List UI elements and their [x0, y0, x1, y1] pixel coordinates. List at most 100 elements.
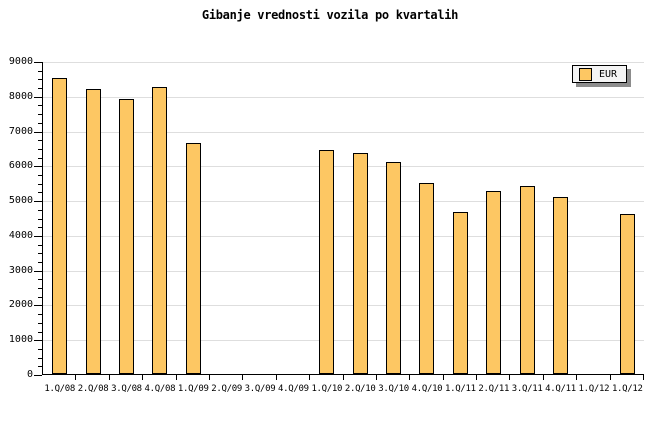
x-tick-label: 4.Q/08: [144, 384, 176, 394]
x-tick-label: 2.Q/10: [344, 384, 376, 394]
y-tick-label: 5000: [8, 195, 33, 207]
bar: [319, 150, 335, 374]
x-tick: [509, 375, 511, 380]
x-tick-label: 3.Q/11: [511, 384, 543, 394]
x-tick: [242, 375, 244, 380]
y-major-tick: [34, 340, 42, 342]
gridline: [43, 166, 644, 168]
x-tick: [576, 375, 578, 380]
y-tick-label: 6000: [8, 160, 33, 172]
x-tick: [309, 375, 311, 380]
y-major-tick: [34, 62, 42, 63]
gridline: [43, 270, 644, 272]
y-tick-label: 1000: [8, 334, 33, 346]
x-tick: [375, 375, 377, 380]
x-tick: [75, 375, 77, 380]
bar: [52, 78, 68, 374]
y-minor-tick: [38, 227, 42, 229]
y-minor-tick: [38, 183, 42, 185]
bar: [419, 183, 435, 374]
y-minor-tick: [38, 218, 42, 220]
x-tick-label: 4.Q/11: [545, 384, 576, 394]
y-tick-label: 2000: [8, 299, 33, 311]
gridline: [43, 340, 644, 342]
y-minor-tick: [38, 148, 42, 150]
bar: [185, 143, 201, 374]
x-tick-label: 3.Q/09: [244, 384, 276, 394]
bar: [553, 197, 569, 374]
y-major-tick: [34, 375, 42, 376]
y-minor-tick: [38, 209, 42, 211]
gridline: [43, 201, 644, 203]
y-major-tick: [34, 305, 42, 307]
legend-swatch: [579, 67, 592, 81]
y-minor-tick: [38, 244, 42, 246]
y-minor-tick: [38, 192, 42, 194]
y-minor-tick: [38, 114, 42, 116]
y-minor-tick: [38, 288, 42, 290]
y-minor-tick: [38, 331, 42, 333]
gridline: [43, 62, 644, 63]
y-tick-label: 4000: [8, 229, 33, 241]
y-major-tick: [34, 131, 42, 133]
x-tick-label: 2.Q/11: [478, 384, 510, 394]
plot-area: 0 1000 2000 3000 4000 5000 6000 7000 8000 9000 1.Q…: [9, 56, 644, 394]
legend: EUR: [572, 65, 628, 83]
x-tick-label: 1.Q/09: [177, 384, 209, 394]
x-tick-label: 4.Q/09: [278, 384, 309, 394]
x-tick: [409, 375, 411, 380]
x-tick-label: 3.Q/08: [111, 384, 142, 394]
gridline: [43, 96, 644, 98]
y-major-tick: [34, 166, 42, 168]
bar: [352, 153, 368, 374]
x-tick: [175, 375, 177, 380]
y-minor-tick: [38, 357, 42, 359]
y-tick-label: 8000: [8, 90, 33, 102]
y-major-tick: [34, 201, 42, 203]
y-tick-label: 9000: [8, 56, 33, 67]
y-tick-label: 3000: [8, 264, 33, 276]
x-tick: [542, 375, 544, 380]
x-tick-label: 1.Q/11: [444, 384, 476, 394]
y-minor-tick: [38, 348, 42, 350]
bar: [519, 186, 535, 374]
x-tick: [442, 375, 444, 380]
bar: [85, 89, 101, 374]
x-tick: [476, 375, 478, 380]
y-tick-label: 0: [26, 369, 33, 380]
chart-title: Gibanje vrednosti vozila po kvartalih: [201, 8, 459, 22]
y-minor-tick: [38, 253, 42, 255]
y-minor-tick: [38, 105, 42, 107]
x-tick-label: 3.Q/10: [378, 384, 409, 394]
x-tick-label: 2.Q/09: [211, 384, 242, 394]
y-minor-tick: [38, 140, 42, 142]
y-minor-tick: [38, 314, 42, 316]
y-tick-label: 7000: [8, 125, 33, 137]
y-minor-tick: [38, 366, 42, 368]
bar: [118, 99, 134, 374]
y-minor-tick: [38, 296, 42, 298]
gridline: [43, 131, 644, 133]
y-major-tick: [34, 270, 42, 272]
x-tick-label: 1.Q/12: [578, 384, 610, 394]
x-tick-label: 1.Q/10: [311, 384, 343, 394]
x-tick: [609, 375, 611, 380]
y-minor-tick: [38, 175, 42, 177]
bar: [152, 87, 168, 374]
bar: [486, 191, 502, 374]
y-minor-tick: [38, 157, 42, 159]
y-minor-tick: [38, 88, 42, 90]
y-major-tick: [34, 96, 42, 98]
x-tick-label: 1.Q/12: [611, 384, 643, 394]
bar: [386, 162, 402, 374]
y-minor-tick: [38, 322, 42, 324]
x-tick-label: 2.Q/08: [77, 384, 109, 394]
x-tick: [342, 375, 344, 380]
gridline: [43, 235, 644, 237]
y-minor-tick: [38, 279, 42, 281]
x-tick: [142, 375, 144, 380]
x-tick: [275, 375, 277, 380]
bar: [619, 214, 635, 374]
gridline: [43, 305, 644, 307]
